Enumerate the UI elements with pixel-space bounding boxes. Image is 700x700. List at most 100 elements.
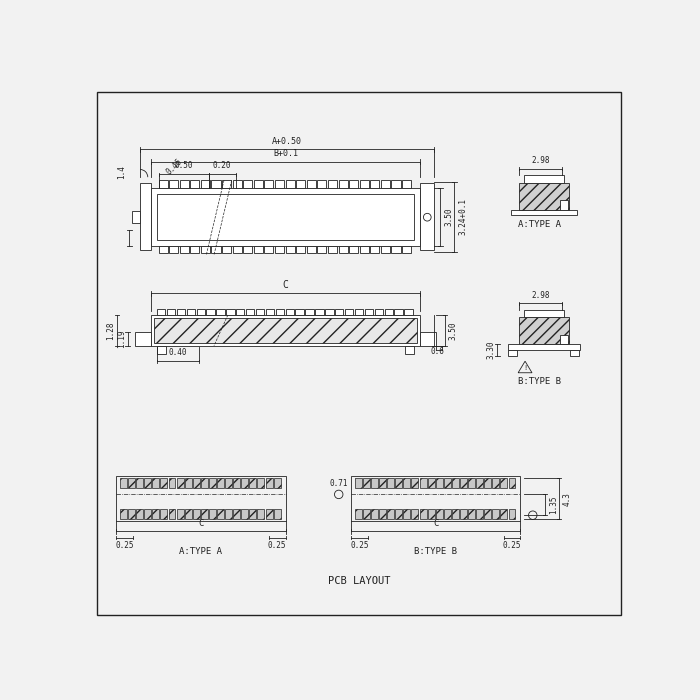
Bar	[265, 246, 274, 253]
Bar	[222, 180, 231, 188]
Bar	[363, 509, 370, 519]
Bar	[176, 478, 183, 489]
Bar	[286, 180, 295, 188]
Bar	[570, 349, 579, 356]
Bar	[169, 246, 178, 253]
Bar	[561, 200, 568, 209]
Bar	[256, 309, 265, 315]
Bar	[241, 509, 248, 519]
Bar	[561, 335, 568, 344]
Bar	[371, 478, 378, 489]
Bar	[275, 180, 284, 188]
Bar	[355, 478, 362, 489]
Bar	[244, 246, 252, 253]
Bar	[435, 478, 442, 489]
Bar	[339, 180, 348, 188]
Bar	[176, 509, 183, 519]
Bar	[217, 509, 224, 519]
Text: C: C	[433, 519, 438, 528]
Bar	[402, 180, 411, 188]
Bar	[435, 509, 442, 519]
Bar	[132, 211, 140, 223]
Bar	[128, 478, 135, 489]
Bar	[391, 180, 400, 188]
Bar	[381, 246, 390, 253]
Bar	[201, 509, 208, 519]
Text: 3.50: 3.50	[449, 321, 458, 340]
Bar	[395, 509, 402, 519]
Bar	[286, 246, 295, 253]
Bar	[201, 478, 208, 489]
Text: 2.98: 2.98	[531, 156, 550, 165]
Bar	[370, 180, 379, 188]
Bar	[326, 309, 333, 315]
Bar	[484, 509, 491, 519]
Bar	[254, 246, 263, 253]
Bar	[265, 478, 272, 489]
Text: 0.6: 0.6	[430, 347, 444, 356]
Bar	[476, 509, 483, 519]
Bar	[177, 309, 185, 315]
Bar	[265, 180, 274, 188]
Bar	[419, 478, 426, 489]
Text: 3.50: 3.50	[444, 208, 453, 226]
Bar	[135, 332, 151, 346]
Bar	[508, 349, 517, 356]
Bar	[500, 478, 508, 489]
Bar	[460, 509, 467, 519]
Bar	[249, 478, 256, 489]
Bar	[211, 246, 220, 253]
Bar	[151, 188, 420, 246]
Bar	[360, 180, 369, 188]
Bar	[187, 309, 195, 315]
Bar	[241, 478, 248, 489]
Text: 0.25: 0.25	[268, 540, 286, 550]
Text: 0.50: 0.50	[174, 161, 193, 170]
Bar	[180, 246, 189, 253]
Bar	[201, 180, 210, 188]
Text: 4.3: 4.3	[563, 491, 572, 505]
Text: 0.46: 0.46	[164, 157, 183, 176]
Bar	[154, 318, 417, 343]
Bar	[315, 309, 323, 315]
Bar	[339, 246, 348, 253]
Bar	[444, 478, 451, 489]
Bar	[236, 309, 244, 315]
Text: 1.28: 1.28	[106, 321, 116, 340]
Bar	[193, 509, 200, 519]
Text: !: !	[523, 365, 527, 371]
Bar	[519, 183, 569, 209]
Bar	[157, 309, 165, 315]
Text: 1.35: 1.35	[549, 496, 558, 514]
Bar	[153, 509, 160, 519]
Bar	[405, 309, 413, 315]
Bar	[370, 246, 379, 253]
Bar	[249, 509, 256, 519]
Bar	[403, 478, 410, 489]
Bar	[160, 509, 167, 519]
Bar	[420, 183, 434, 251]
Bar	[209, 478, 216, 489]
Bar	[233, 509, 240, 519]
Bar	[169, 478, 176, 489]
Bar	[395, 478, 402, 489]
Bar	[274, 478, 281, 489]
Bar	[169, 509, 176, 519]
Text: 3.24+0.1: 3.24+0.1	[458, 198, 467, 235]
Bar	[254, 180, 263, 188]
Bar	[153, 478, 160, 489]
Bar	[144, 509, 151, 519]
Bar	[136, 509, 144, 519]
Bar	[160, 478, 167, 489]
Bar	[120, 509, 127, 519]
Bar	[211, 180, 220, 188]
Bar	[140, 183, 151, 251]
Bar	[274, 509, 281, 519]
Bar	[360, 246, 369, 253]
Text: B+0.1: B+0.1	[273, 149, 298, 158]
Bar	[394, 309, 402, 315]
Bar	[209, 509, 216, 519]
Bar	[225, 509, 232, 519]
Bar	[355, 509, 362, 519]
Bar	[193, 478, 200, 489]
